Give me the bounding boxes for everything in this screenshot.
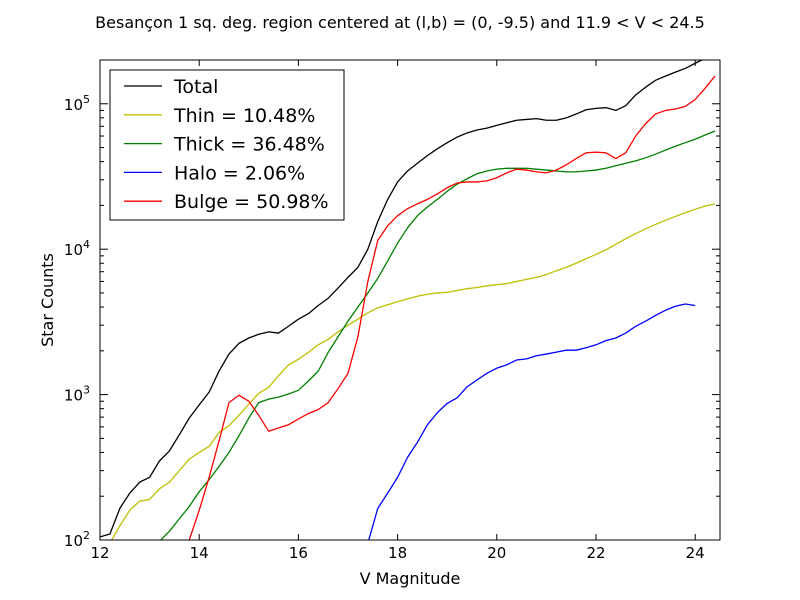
series-line-0 [100, 60, 704, 538]
legend-entry-label: Thick = 36.48% [173, 134, 325, 156]
x-tick-label: 24 [686, 544, 705, 562]
y-tick-exponent: 4 [83, 238, 90, 251]
series-line-3 [368, 303, 696, 540]
x-tick-label: 20 [487, 544, 506, 562]
y-tick-base: 10 [64, 387, 83, 405]
y-axis-label: Star Counts [38, 253, 57, 347]
legend-entry-label: Halo = 2.06% [174, 162, 305, 184]
legend-entry-label: Total [173, 76, 218, 98]
legend-box [109, 69, 345, 221]
legend-entry-label: Bulge = 50.98% [174, 191, 329, 213]
series-layer [100, 60, 716, 540]
y-tick-base: 10 [64, 532, 83, 550]
series-line-4 [188, 75, 716, 540]
plot-frame [99, 59, 721, 541]
series-line-1 [111, 203, 716, 540]
x-tick-label: 14 [190, 544, 209, 562]
y-tick-exponent: 5 [83, 93, 90, 106]
x-axis-label: V Magnitude [360, 569, 461, 588]
x-tick-label: 12 [90, 544, 109, 562]
y-tick-label: 105 [64, 93, 90, 114]
chart-title: Besançon 1 sq. deg. region centered at (… [95, 13, 705, 32]
series-line-2 [159, 130, 716, 540]
y-tick-label: 104 [64, 238, 90, 259]
y-tick-exponent: 3 [83, 384, 90, 397]
x-tick-label: 16 [289, 544, 308, 562]
y-tick-exponent: 2 [83, 529, 90, 542]
y-tick-label: 102 [64, 529, 90, 550]
y-tick-base: 10 [64, 96, 83, 114]
x-tick-label: 22 [586, 544, 605, 562]
legend: Total Thin = 10.48% Thick = 36.48% Halo = 2… [109, 69, 345, 221]
y-tick-base: 10 [64, 241, 83, 259]
x-tick-label: 18 [388, 544, 407, 562]
legend-entry-label: Thin = 10.48% [173, 105, 315, 127]
y-tick-label: 103 [64, 384, 90, 405]
